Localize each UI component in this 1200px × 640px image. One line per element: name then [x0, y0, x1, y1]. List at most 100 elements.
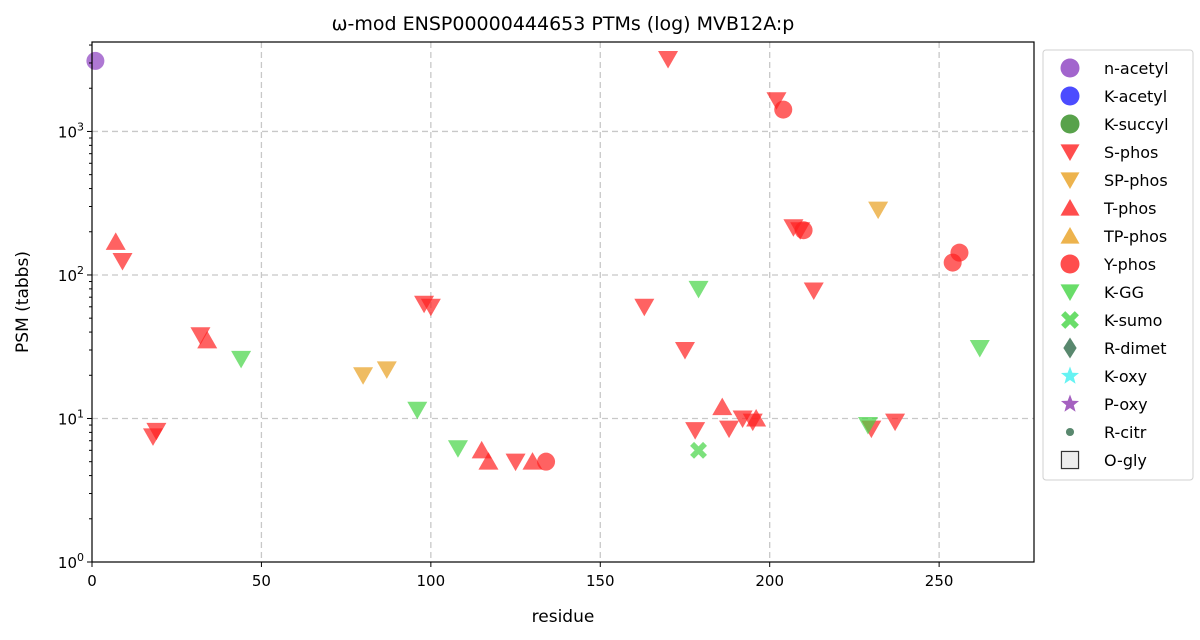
- legend-marker-s-phos: [1060, 144, 1080, 162]
- data-point-s-phos: [146, 422, 167, 441]
- legend-marker-sp-phos: [1060, 172, 1080, 190]
- data-point-t-phos: [471, 440, 492, 459]
- legend-label: P-oxy: [1104, 395, 1148, 414]
- legend-marker-k-gg: [1060, 284, 1080, 302]
- legend-marker-r-dimet: [1063, 337, 1077, 359]
- y-tick-label: 101: [58, 407, 84, 428]
- legend-item-k-sumo: K-sumo: [1061, 311, 1162, 330]
- data-point-k-sumo: [690, 441, 707, 459]
- legend-label: R-dimet: [1104, 339, 1167, 358]
- legend-marker-k-succyl: [1060, 114, 1080, 134]
- x-axis-label: residue: [532, 607, 595, 627]
- data-point-k-gg: [688, 280, 709, 299]
- x-tick-label: 0: [87, 572, 97, 590]
- legend-item-o-gly: O-gly: [1060, 450, 1147, 470]
- legend-item-s-phos: S-phos: [1060, 143, 1158, 162]
- series-y-phos: [537, 100, 969, 471]
- legend-item-y-phos: Y-phos: [1060, 254, 1156, 274]
- data-point-t-phos: [522, 452, 543, 470]
- data-point-y-phos: [774, 100, 793, 119]
- legend-marker-p-oxy: [1060, 394, 1080, 412]
- data-point-s-phos: [658, 50, 679, 69]
- series-t-phos: [105, 232, 767, 470]
- data-point-k-gg: [857, 417, 878, 435]
- x-tick-label: 150: [586, 572, 615, 590]
- legend-marker-tp-phos: [1060, 226, 1080, 244]
- legend-marker-k-oxy: [1060, 366, 1080, 384]
- legend-marker-y-phos: [1060, 254, 1080, 274]
- series-s-phos: [112, 50, 906, 472]
- legend-marker-k-sumo: [1061, 311, 1079, 329]
- legend-item-r-citr: R-citr: [1065, 423, 1147, 442]
- y-axis-ticks: 100 101 102 103: [58, 44, 92, 572]
- x-tick-label: 200: [755, 572, 784, 590]
- plot-area-frame: [91, 41, 1035, 563]
- data-point-s-phos: [766, 92, 787, 110]
- series-n-acetyl: [86, 51, 105, 70]
- data-point-k-gg: [969, 339, 990, 358]
- legend-item-k-gg: K-GG: [1060, 283, 1144, 302]
- legend-label: K-sumo: [1104, 311, 1162, 330]
- data-point-sp-phos: [376, 361, 397, 379]
- legend-marker-n-acetyl: [1060, 58, 1080, 78]
- x-tick-label: 250: [925, 572, 954, 590]
- data-point-sp-phos: [353, 367, 374, 385]
- data-point-s-phos: [674, 342, 695, 360]
- data-point-k-gg: [447, 440, 468, 458]
- data-point-s-phos: [685, 422, 706, 440]
- data-point-s-phos: [885, 413, 906, 432]
- legend-marker-r-citr: [1065, 427, 1075, 437]
- legend-item-n-acetyl: n-acetyl: [1060, 58, 1169, 78]
- legend-label: R-citr: [1104, 423, 1147, 442]
- legend-box: [1042, 49, 1194, 481]
- data-point-k-gg: [407, 401, 428, 420]
- legend-item-t-phos: T-phos: [1060, 198, 1157, 218]
- x-axis-ticks: 0 50 100 150 200 250: [87, 562, 953, 590]
- legend-label: TP-phos: [1103, 227, 1167, 246]
- legend-marker-o-gly: [1060, 450, 1080, 470]
- legend-label: S-phos: [1104, 143, 1158, 162]
- data-point-y-phos: [537, 452, 556, 471]
- y-axis-label: PSM (tabbs): [13, 251, 33, 353]
- data-point-s-phos: [505, 453, 526, 472]
- data-point-t-phos: [197, 330, 218, 349]
- data-point-s-phos: [803, 282, 824, 300]
- legend-label: O-gly: [1104, 451, 1147, 470]
- legend-marker-k-acetyl: [1060, 86, 1080, 106]
- data-point-n-acetyl: [86, 51, 105, 70]
- chart-title: ω-mod ENSP00000444653 PTMs (log) MVB12A:…: [332, 13, 795, 35]
- data-point-y-phos: [794, 221, 813, 240]
- data-point-y-phos: [950, 243, 969, 262]
- grid-layer: [92, 42, 1034, 562]
- data-point-t-phos: [712, 397, 733, 416]
- data-point-t-phos: [105, 232, 126, 250]
- y-tick-label: 100: [58, 551, 84, 572]
- series-k-sumo: [690, 441, 707, 459]
- legend-label: K-acetyl: [1104, 87, 1167, 106]
- data-point-t-phos: [746, 408, 767, 427]
- legend-item-k-succyl: K-succyl: [1060, 114, 1169, 134]
- data-point-s-phos: [719, 420, 740, 439]
- legend-label: SP-phos: [1104, 171, 1168, 190]
- y-tick-label: 102: [58, 264, 84, 285]
- legend-marker-t-phos: [1060, 198, 1080, 216]
- legend-label: K-succyl: [1104, 115, 1169, 134]
- x-tick-label: 100: [417, 572, 446, 590]
- x-tick-label: 50: [252, 572, 271, 590]
- legend-item-k-acetyl: K-acetyl: [1060, 86, 1167, 106]
- legend-label: n-acetyl: [1104, 59, 1169, 78]
- data-point-k-gg: [231, 350, 252, 369]
- legend-item-p-oxy: P-oxy: [1060, 394, 1148, 414]
- data-point-sp-phos: [868, 201, 889, 220]
- legend-item-tp-phos: TP-phos: [1060, 226, 1167, 246]
- data-points: [86, 50, 990, 472]
- data-point-s-phos: [112, 253, 133, 271]
- data-point-s-phos: [634, 298, 655, 317]
- y-tick-label: 103: [58, 120, 84, 141]
- legend-item-r-dimet: R-dimet: [1063, 337, 1167, 359]
- data-point-s-phos: [190, 327, 211, 345]
- legend-item-k-oxy: K-oxy: [1060, 366, 1147, 386]
- data-point-s-phos: [420, 298, 441, 317]
- legend-label: K-oxy: [1104, 367, 1147, 386]
